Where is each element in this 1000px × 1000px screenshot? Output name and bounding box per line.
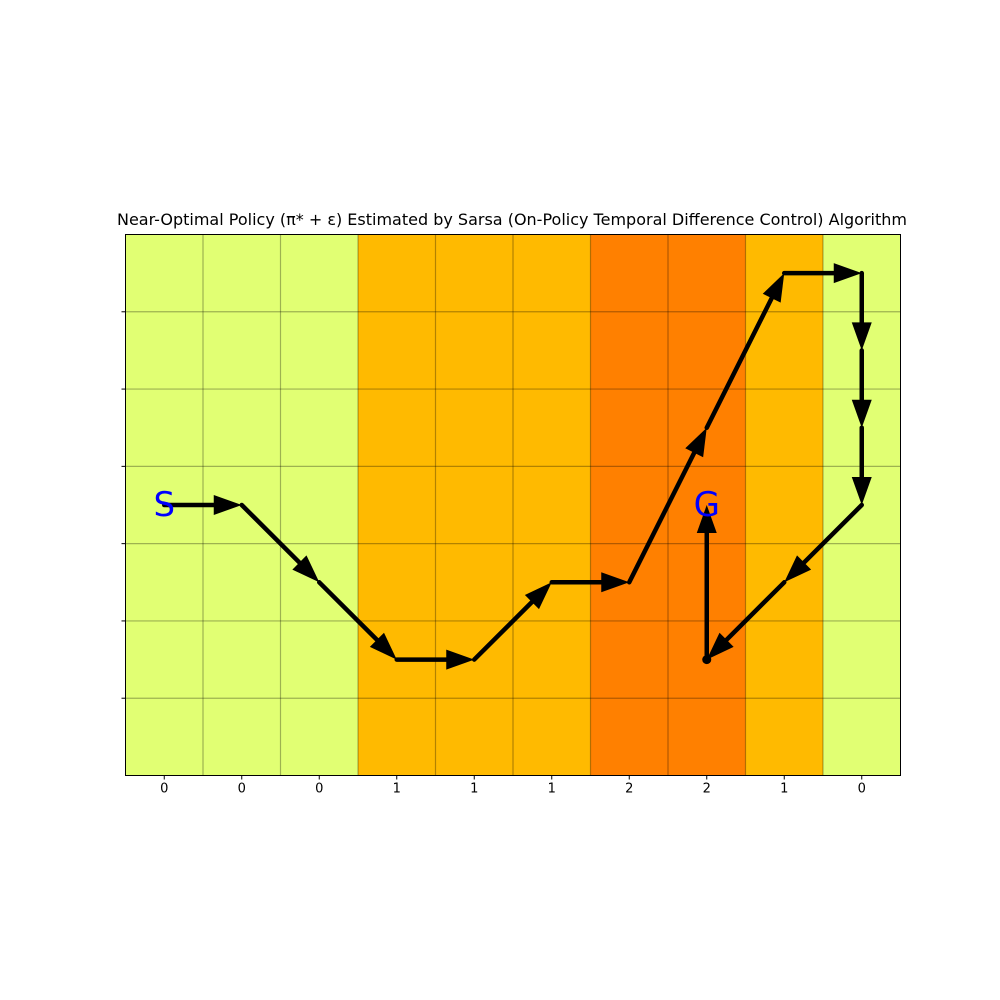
path-arrowhead bbox=[851, 477, 872, 505]
path-arrowhead bbox=[696, 505, 717, 533]
figure-title: Near-Optimal Policy (π* + ε) Estimated b… bbox=[117, 210, 907, 229]
wind-strength-label: 1 bbox=[548, 782, 556, 797]
wind-column bbox=[435, 234, 514, 776]
wind-strength-label: 0 bbox=[858, 782, 866, 797]
path-segment bbox=[722, 580, 787, 644]
path-segment bbox=[800, 502, 864, 567]
path-arrowhead bbox=[784, 555, 812, 583]
path-arrowhead bbox=[706, 632, 734, 660]
wind-column bbox=[513, 234, 591, 776]
path-segment bbox=[239, 502, 304, 567]
start-marker: S bbox=[153, 485, 175, 525]
wind-strength-label: 1 bbox=[780, 782, 788, 797]
policy-path bbox=[162, 263, 872, 670]
path-segment bbox=[627, 448, 698, 585]
wind-strength-label: 2 bbox=[703, 782, 711, 797]
plot-frame bbox=[125, 234, 901, 776]
wind-strength-label: 0 bbox=[160, 782, 168, 797]
path-arrowhead bbox=[524, 582, 552, 610]
wind-strength-label: 1 bbox=[393, 782, 401, 797]
wind-strength-label: 0 bbox=[315, 782, 323, 797]
path-arrowhead bbox=[762, 273, 785, 303]
wind-column bbox=[280, 234, 359, 776]
wind-strength-label: 2 bbox=[625, 782, 633, 797]
path-arrowhead bbox=[601, 572, 630, 593]
wind-column bbox=[590, 234, 669, 776]
path-arrowhead bbox=[213, 495, 242, 515]
gridworld-cells bbox=[125, 234, 901, 776]
wind-column bbox=[668, 234, 746, 776]
path-arrowhead bbox=[685, 427, 707, 458]
path-arrowhead bbox=[446, 649, 475, 670]
path-arrowhead bbox=[851, 399, 872, 428]
wind-strength-axis: 0 0 0 1 1 1 2 2 1 0 bbox=[121, 311, 866, 797]
goal-marker: G bbox=[694, 485, 720, 525]
path-arrowhead bbox=[369, 632, 397, 660]
wind-column bbox=[745, 234, 824, 776]
path-arrowhead bbox=[833, 263, 862, 284]
wind-column bbox=[358, 234, 436, 776]
path-arrowhead bbox=[851, 322, 872, 351]
path-segment bbox=[317, 580, 381, 644]
wind-strength-label: 1 bbox=[470, 782, 478, 797]
wind-strength-label: 0 bbox=[238, 782, 246, 797]
path-segment bbox=[472, 598, 536, 662]
path-segment bbox=[704, 294, 775, 430]
path-arrowhead bbox=[292, 555, 320, 583]
